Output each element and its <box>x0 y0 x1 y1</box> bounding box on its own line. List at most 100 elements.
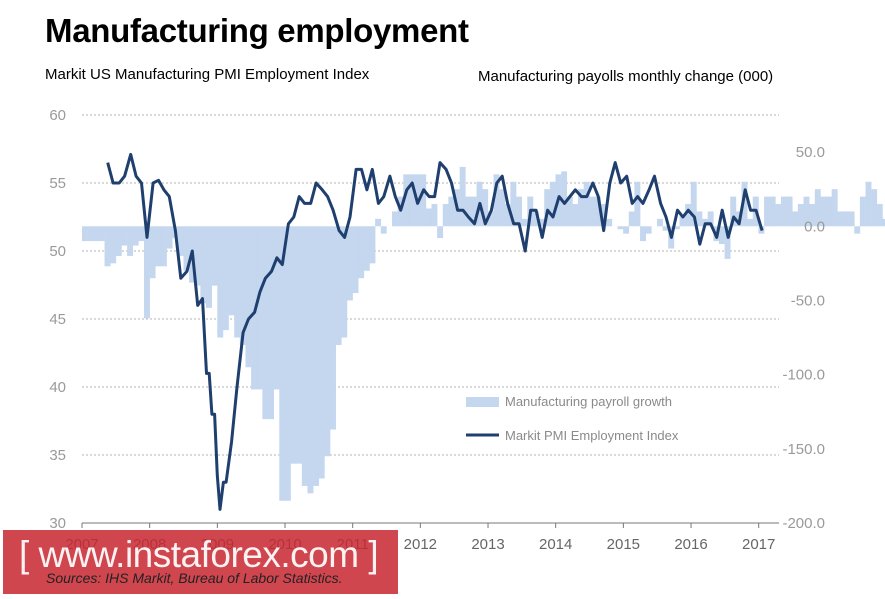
gridlines <box>82 114 779 456</box>
payroll-bar <box>115 226 122 256</box>
payroll-bar <box>775 204 782 227</box>
chart-title: Manufacturing employment <box>45 12 469 49</box>
payroll-bar <box>510 181 517 227</box>
payroll-bar <box>239 226 246 345</box>
payroll-bar <box>149 226 156 279</box>
payroll-bar <box>279 226 286 501</box>
right-tick-label: 0.0 <box>804 218 825 235</box>
payroll-bar <box>871 189 878 227</box>
payroll-bar <box>572 204 579 227</box>
payroll-bar <box>245 226 252 368</box>
watermark-banner: [ www.instaforex.com ] <box>3 530 398 594</box>
payroll-bar <box>127 226 134 256</box>
payroll-bar <box>144 226 150 319</box>
x-tick-label: 2016 <box>674 536 707 553</box>
left-tick-label: 50 <box>49 243 66 260</box>
payroll-bar <box>251 226 258 390</box>
left-axis-title: Markit US Manufacturing PMI Employment I… <box>45 66 370 83</box>
payroll-bar <box>865 181 872 227</box>
payroll-bar <box>589 196 596 227</box>
payroll-bar <box>504 204 511 227</box>
payroll-bar <box>273 226 280 390</box>
payroll-bar <box>606 218 613 227</box>
payroll-bar <box>797 204 804 227</box>
payroll-bar <box>369 226 376 264</box>
payroll-bar <box>363 226 370 271</box>
left-tick-label: 55 <box>49 175 66 192</box>
payroll-bar <box>335 226 342 345</box>
payroll-bar <box>301 226 308 486</box>
x-tick-label: 2014 <box>539 536 572 553</box>
payroll-bar <box>623 226 630 234</box>
payroll-bar <box>330 226 336 430</box>
payroll-bar <box>375 218 382 227</box>
right-tick-label: -150.0 <box>782 441 825 458</box>
payroll-bar <box>854 226 861 234</box>
payroll-bar <box>809 204 816 227</box>
payroll-bar <box>437 226 444 239</box>
payroll-bar <box>628 211 635 227</box>
payroll-bar <box>194 226 201 286</box>
payroll-bar <box>493 174 500 227</box>
left-tick-label: 60 <box>49 107 66 124</box>
left-tick-label: 45 <box>49 311 66 328</box>
payroll-bar <box>786 196 793 227</box>
payroll-bar <box>262 226 269 420</box>
payroll-bar <box>583 181 590 227</box>
payroll-bar <box>499 189 506 227</box>
payroll-bar <box>431 204 438 227</box>
payroll-bar <box>352 226 359 294</box>
source-note: Sources: IHS Markit, Bureau of Labor Sta… <box>46 570 343 586</box>
payroll-bar <box>516 196 522 227</box>
payroll-bar <box>561 171 568 227</box>
payroll-bar <box>876 204 883 227</box>
payroll-bar <box>268 226 274 420</box>
payroll-bar <box>532 211 539 227</box>
payroll-bar <box>594 196 601 227</box>
payroll-bar <box>724 226 731 259</box>
payroll-bar <box>696 211 703 227</box>
payroll-bar <box>408 174 415 227</box>
payroll-bar <box>110 226 117 264</box>
payroll-bar <box>685 204 692 227</box>
payroll-bar <box>820 196 827 227</box>
payroll-bar <box>403 174 410 227</box>
payroll-bar <box>284 226 291 501</box>
payroll-bar <box>549 181 556 227</box>
payroll-bar <box>842 211 849 227</box>
payroll-bar <box>87 226 94 242</box>
payroll-bar <box>324 226 331 457</box>
payroll-bar <box>420 174 427 227</box>
payroll-bar <box>104 226 111 267</box>
payroll-bar <box>465 196 472 227</box>
payroll-bar <box>780 196 787 227</box>
payroll-bar <box>425 208 432 227</box>
payroll-bar <box>200 226 207 304</box>
x-tick-label: 2012 <box>404 536 437 553</box>
payroll-bar <box>358 226 365 279</box>
left-tick-label: 30 <box>49 515 66 532</box>
right-tick-label: -100.0 <box>782 367 825 384</box>
payroll-bar <box>859 196 866 227</box>
legend-label: Markit PMI Employment Index <box>505 428 679 443</box>
payroll-bar <box>166 226 173 249</box>
payroll-bar <box>566 196 573 227</box>
payroll-bar <box>882 218 885 227</box>
payroll-bar <box>544 189 551 227</box>
payroll-bar <box>256 226 263 390</box>
payroll-bar <box>307 226 314 494</box>
payroll-bar <box>578 189 584 227</box>
payroll-bar <box>380 226 387 234</box>
right-axis-title: Manufacturing payolls monthly change (00… <box>478 68 774 85</box>
payroll-bar <box>296 226 303 464</box>
payroll-bar <box>747 218 754 227</box>
payroll-bar <box>211 226 218 286</box>
payroll-bar <box>640 226 646 242</box>
payroll-bar <box>448 196 455 227</box>
payroll-bar <box>82 226 88 242</box>
payroll-bar <box>741 181 748 227</box>
payroll-bar <box>392 211 398 227</box>
payroll-bar <box>228 226 235 316</box>
payroll-bar <box>132 226 139 246</box>
